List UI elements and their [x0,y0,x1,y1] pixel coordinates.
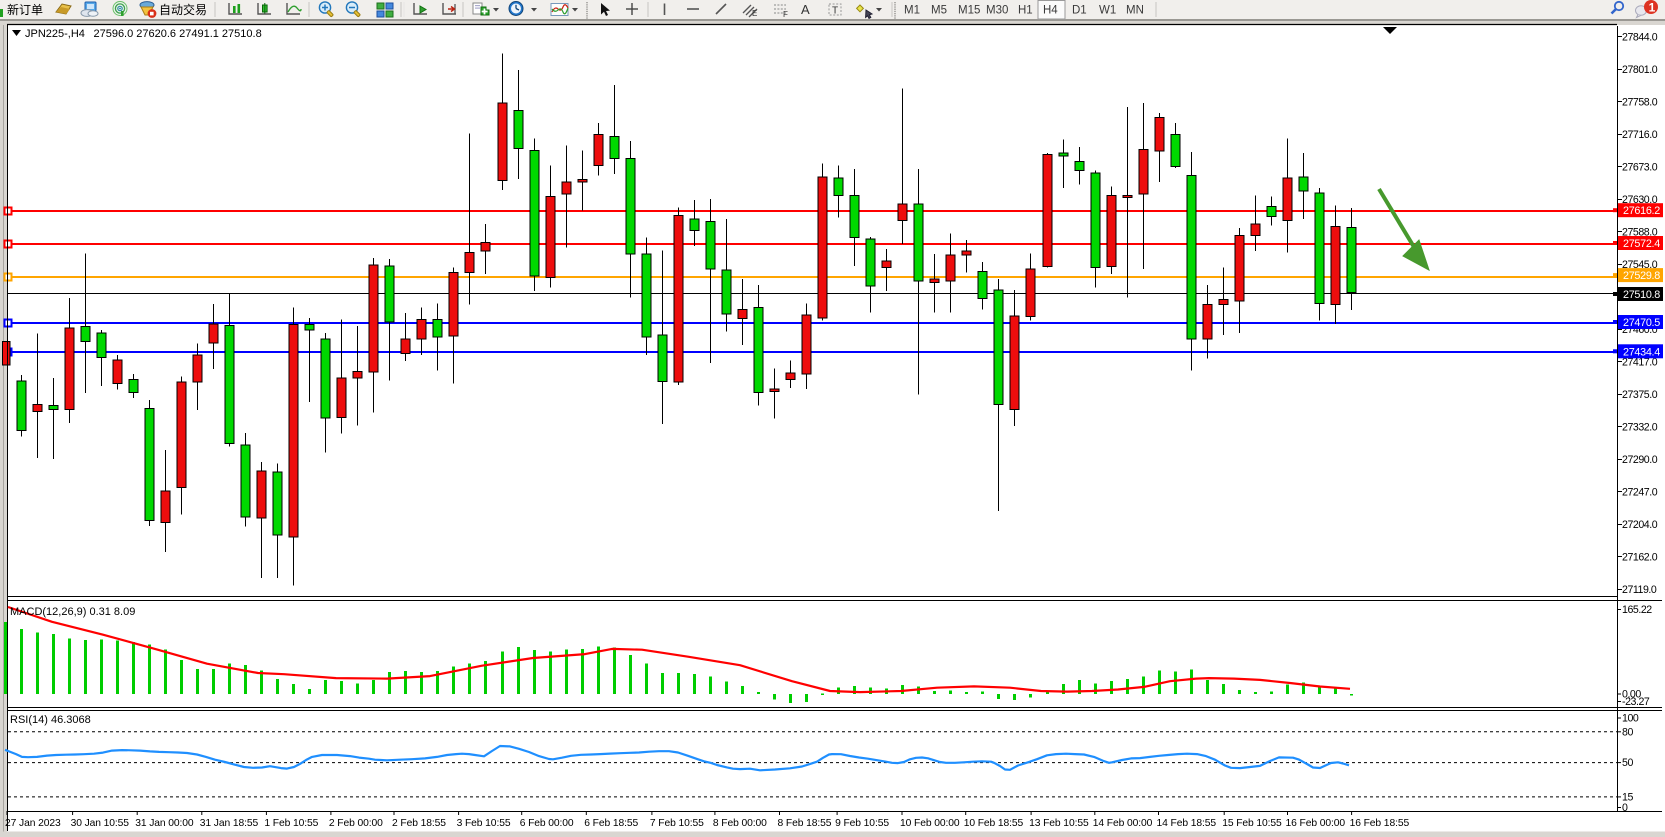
svg-text:15 Feb 10:55: 15 Feb 10:55 [1222,818,1282,829]
svg-text:MN: MN [1126,5,1144,17]
svg-text:27673.0: 27673.0 [1622,161,1658,173]
svg-text:D1: D1 [1072,5,1087,17]
svg-text:2 Feb 18:55: 2 Feb 18:55 [392,818,446,829]
svg-text:27162.0: 27162.0 [1622,551,1658,563]
svg-text:T: T [832,6,838,17]
svg-text:27630.0: 27630.0 [1622,194,1658,206]
svg-text:27758.0: 27758.0 [1622,96,1658,108]
svg-text:14 Feb 18:55: 14 Feb 18:55 [1157,818,1217,829]
svg-text:M1: M1 [904,5,920,17]
svg-text:6 Feb 00:00: 6 Feb 00:00 [520,818,574,829]
svg-text:W1: W1 [1099,5,1116,17]
svg-text:9 Feb 10:55: 9 Feb 10:55 [835,818,889,829]
svg-text:7 Feb 10:55: 7 Feb 10:55 [650,818,704,829]
svg-text:27375.0: 27375.0 [1622,389,1658,401]
svg-text:100: 100 [1622,713,1639,725]
svg-text:27434.4: 27434.4 [1623,346,1660,358]
svg-text:自动交易: 自动交易 [159,2,207,17]
svg-text:H1: H1 [1018,5,1033,17]
svg-text:10 Feb 00:00: 10 Feb 00:00 [900,818,960,829]
svg-text:H4: H4 [1043,5,1058,17]
svg-text:M15: M15 [958,5,980,17]
svg-text:27332.0: 27332.0 [1622,421,1658,433]
svg-text:27844.0: 27844.0 [1622,31,1658,43]
svg-text:27119.0: 27119.0 [1622,584,1657,596]
svg-text:27545.0: 27545.0 [1622,259,1658,271]
svg-text:27204.0: 27204.0 [1622,519,1658,531]
svg-text:27247.0: 27247.0 [1622,486,1658,498]
svg-text:14 Feb 00:00: 14 Feb 00:00 [1093,818,1153,829]
svg-text:27470.5: 27470.5 [1623,317,1660,329]
svg-text:2 Feb 00:00: 2 Feb 00:00 [329,818,383,829]
svg-text:16 Feb 18:55: 16 Feb 18:55 [1350,818,1410,829]
svg-text:30 Jan 10:55: 30 Jan 10:55 [71,818,130,829]
svg-text:F: F [783,10,788,19]
svg-text:1 Feb 10:55: 1 Feb 10:55 [264,818,318,829]
svg-text:3 Feb 10:55: 3 Feb 10:55 [457,818,511,829]
svg-text:165.22: 165.22 [1622,604,1652,616]
svg-text:RSI(14) 46.3068: RSI(14) 46.3068 [10,714,91,726]
svg-text:27572.4: 27572.4 [1623,238,1660,250]
svg-text:1: 1 [1649,0,1656,14]
svg-text:新订单: 新订单 [7,2,43,17]
svg-text:27801.0: 27801.0 [1622,64,1658,76]
svg-text:31 Jan 18:55: 31 Jan 18:55 [200,818,259,829]
svg-text:27716.0: 27716.0 [1622,129,1658,141]
svg-text:31 Jan 00:00: 31 Jan 00:00 [135,818,194,829]
svg-text:27 Jan 2023: 27 Jan 2023 [5,818,61,829]
svg-text:8 Feb 18:55: 8 Feb 18:55 [778,818,832,829]
svg-text:27616.2: 27616.2 [1623,205,1660,217]
svg-text:0: 0 [1622,802,1628,814]
svg-text:10 Feb 18:55: 10 Feb 18:55 [964,818,1024,829]
svg-text:6 Feb 18:55: 6 Feb 18:55 [584,818,638,829]
svg-text:MACD(12,26,9) 0.31 8.09: MACD(12,26,9) 0.31 8.09 [10,606,135,618]
svg-text:JPN225-,H4 27596.0 27620.6 27: JPN225-,H4 27596.0 27620.6 27491.1 27510… [25,28,262,40]
svg-text:80: 80 [1622,726,1633,738]
svg-text:-23.27: -23.27 [1622,696,1650,708]
svg-text:27290.0: 27290.0 [1622,454,1658,466]
svg-text:50: 50 [1622,757,1633,769]
svg-text:M30: M30 [986,5,1008,17]
svg-text:M5: M5 [931,5,947,17]
svg-text:27417.0: 27417.0 [1622,356,1658,368]
svg-text:15: 15 [1622,791,1633,803]
svg-text:13 Feb 10:55: 13 Feb 10:55 [1029,818,1089,829]
svg-text:A: A [801,2,810,17]
svg-text:27529.8: 27529.8 [1623,270,1660,282]
svg-text:16 Feb 00:00: 16 Feb 00:00 [1286,818,1346,829]
svg-text:8 Feb 00:00: 8 Feb 00:00 [713,818,767,829]
svg-text:27510.8: 27510.8 [1623,289,1660,301]
svg-text:E: E [752,9,757,18]
svg-text:27588.0: 27588.0 [1622,226,1658,238]
svg-text:0.00: 0.00 [1622,689,1641,701]
